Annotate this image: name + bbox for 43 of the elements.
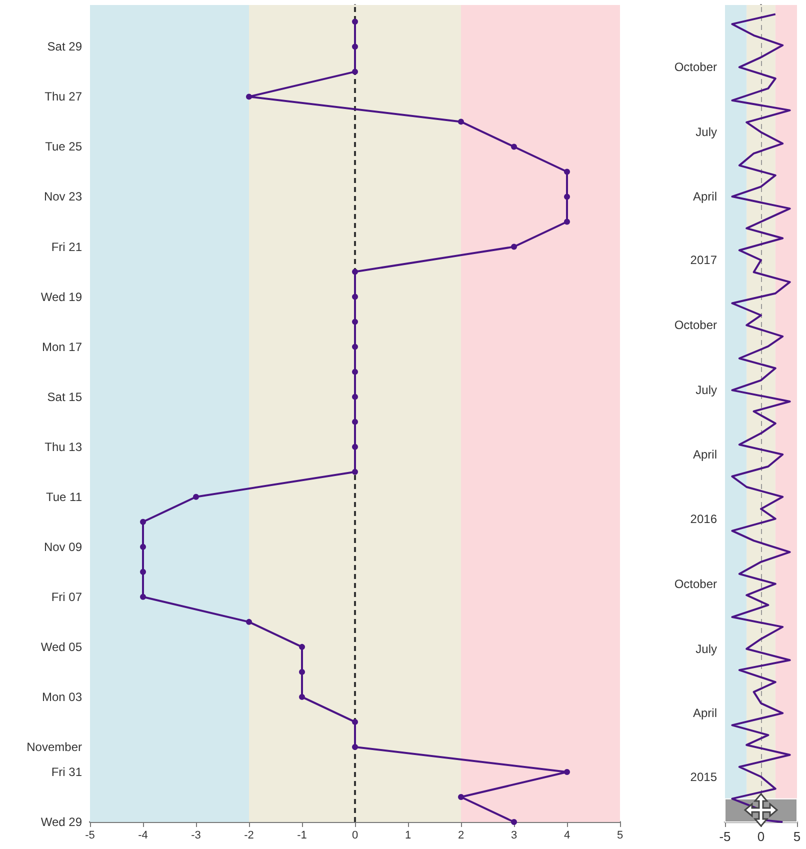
y-tick-label: Wed 29 [40, 815, 82, 829]
y-tick-label: Nov 09 [44, 540, 82, 554]
y-tick-label: Mon 03 [42, 690, 82, 704]
y-tick-label: Tue 11 [46, 490, 82, 504]
y-tick-label: Sat 15 [47, 390, 82, 404]
y-tick-label: 2016 [690, 512, 718, 526]
y-tick-label: Fri 07 [51, 590, 82, 604]
y-tick-label: Sat 29 [47, 40, 82, 54]
y-tick-label: Nov 23 [44, 190, 82, 204]
y-tick-label: Fri 21 [51, 240, 82, 254]
y-tick-label: April [692, 706, 717, 720]
y-tick-label: July [696, 125, 717, 140]
y-tick-label: April [692, 447, 717, 462]
x-tick-label: -3 [191, 830, 201, 842]
y-tick-label: Fri 31 [51, 764, 82, 779]
y-tick-label: July [696, 642, 717, 656]
y-tick-label: Mon 17 [42, 340, 82, 354]
y-tick-label: Thu 13 [44, 440, 82, 454]
y-tick-label: October [674, 576, 717, 591]
y-tick-label: Tue 25 [45, 140, 82, 154]
y-tick-label: Thu 27 [44, 90, 82, 104]
y-tick-label: April [692, 190, 717, 204]
y-tick-label: October [674, 318, 717, 332]
y-tick-label: October [674, 60, 717, 74]
x-tick-label: 3 [510, 830, 518, 842]
x-tick-label: -2 [244, 830, 254, 842]
x-tick-label: 5 [616, 830, 624, 842]
y-tick-label: 2017 [690, 253, 718, 268]
x-tick-label: 2 [458, 830, 464, 842]
y-tick-label: Wed 05 [40, 640, 82, 654]
x-tick-label: 1 [404, 830, 412, 842]
x-tick-label: 0 [757, 829, 765, 844]
y-tick-label: November [26, 740, 82, 754]
x-tick-label: -5 [719, 829, 731, 844]
x-tick-label: 5 [793, 829, 801, 844]
x-tick-label: -4 [138, 830, 148, 842]
y-tick-label: 2015 [690, 770, 718, 784]
y-tick-label: July [696, 383, 717, 398]
x-tick-label: 4 [564, 830, 570, 842]
x-tick-label: -5 [85, 830, 95, 842]
x-tick-label: -1 [297, 830, 307, 842]
y-tick-label: Wed 19 [40, 290, 82, 304]
x-tick-label: 0 [352, 830, 358, 842]
